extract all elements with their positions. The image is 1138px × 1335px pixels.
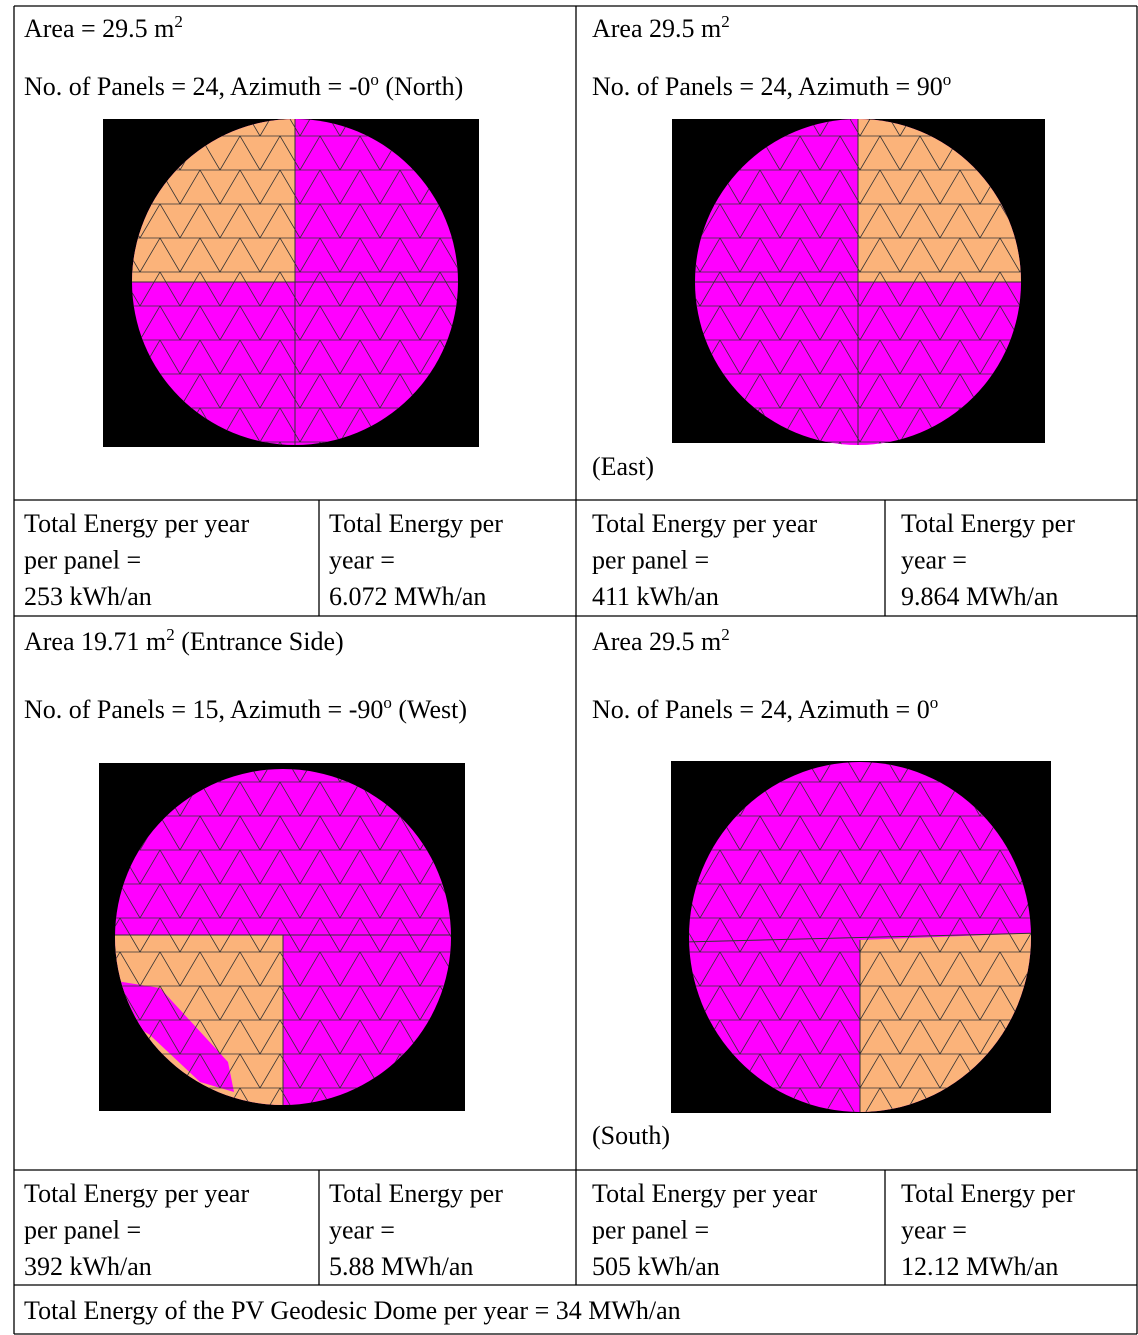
energy-per-panel: 505 kWh/an <box>592 1252 720 1281</box>
energy-total: year = <box>329 546 395 575</box>
energy-total: Total Energy per <box>901 509 1075 538</box>
footer-total: Total Energy of the PV Geodesic Dome per… <box>24 1296 681 1325</box>
superscript: 2 <box>721 12 730 31</box>
area-label: Area 29.5 m2 <box>592 12 730 43</box>
text-run: No. of Panels = 24, Azimuth = -0 <box>24 72 370 101</box>
energy-per-panel: Total Energy per year <box>592 1179 817 1208</box>
energy-total: 12.12 MWh/an <box>901 1252 1058 1281</box>
energy-per-panel: per panel = <box>592 1216 709 1245</box>
energy-total: Total Energy per <box>901 1179 1075 1208</box>
superscript: 2 <box>166 625 175 644</box>
energy-per-panel: Total Energy per year <box>24 1179 249 1208</box>
text-run: Area = 29.5 m <box>24 14 174 43</box>
energy-total: 5.88 MWh/an <box>329 1252 473 1281</box>
energy-total: year = <box>901 546 967 575</box>
energy-total: year = <box>901 1216 967 1245</box>
energy-total: Total Energy per <box>329 509 503 538</box>
direction-label: (East) <box>592 452 654 481</box>
area-label: Area = 29.5 m2 <box>24 12 183 43</box>
text-run: (North) <box>379 72 463 101</box>
text-run: No. of Panels = 24, Azimuth = 90 <box>592 72 943 101</box>
energy-per-panel: per panel = <box>24 1216 141 1245</box>
text-run: Area 29.5 m <box>592 14 721 43</box>
superscript: o <box>383 693 392 712</box>
document: Area = 29.5 m2No. of Panels = 24, Azimut… <box>0 0 1138 1335</box>
energy-per-panel: 411 kWh/an <box>592 582 719 611</box>
dome-image <box>671 755 1051 1120</box>
superscript: 2 <box>721 625 730 644</box>
superscript: o <box>943 70 952 89</box>
dome-image <box>100 100 500 460</box>
page: {"quadrants": [ {"area": {"before": "Are… <box>0 0 1138 1335</box>
text-run: (West) <box>392 695 467 724</box>
text-run: Area 19.71 m <box>24 627 166 656</box>
energy-per-panel: per panel = <box>592 546 709 575</box>
panels-label: No. of Panels = 15, Azimuth = -90o (West… <box>24 693 467 724</box>
dome-image <box>99 760 470 1120</box>
energy-per-panel: Total Energy per year <box>24 509 249 538</box>
superscript: o <box>930 693 939 712</box>
energy-per-panel: Total Energy per year <box>592 509 817 538</box>
superscript: 2 <box>174 12 183 31</box>
text-run: (Entrance Side) <box>175 627 344 656</box>
superscript: o <box>370 70 379 89</box>
energy-total: 9.864 MWh/an <box>901 582 1058 611</box>
direction-label: (South) <box>592 1121 670 1150</box>
text-run: No. of Panels = 24, Azimuth = 0 <box>592 695 930 724</box>
energy-total: year = <box>329 1216 395 1245</box>
energy-per-panel: 392 kWh/an <box>24 1252 152 1281</box>
text-run: Area 29.5 m <box>592 627 721 656</box>
panels-label: No. of Panels = 24, Azimuth = -0o (North… <box>24 70 463 101</box>
text-run: No. of Panels = 15, Azimuth = -90 <box>24 695 383 724</box>
panels-label: No. of Panels = 24, Azimuth = 90o <box>592 70 951 101</box>
dome-image <box>672 100 1045 460</box>
panels-label: No. of Panels = 24, Azimuth = 0o <box>592 693 938 724</box>
energy-per-panel: 253 kWh/an <box>24 582 152 611</box>
area-label: Area 29.5 m2 <box>592 625 730 656</box>
energy-per-panel: per panel = <box>24 546 141 575</box>
energy-total: 6.072 MWh/an <box>329 582 486 611</box>
area-label: Area 19.71 m2 (Entrance Side) <box>24 625 344 656</box>
energy-total: Total Energy per <box>329 1179 503 1208</box>
